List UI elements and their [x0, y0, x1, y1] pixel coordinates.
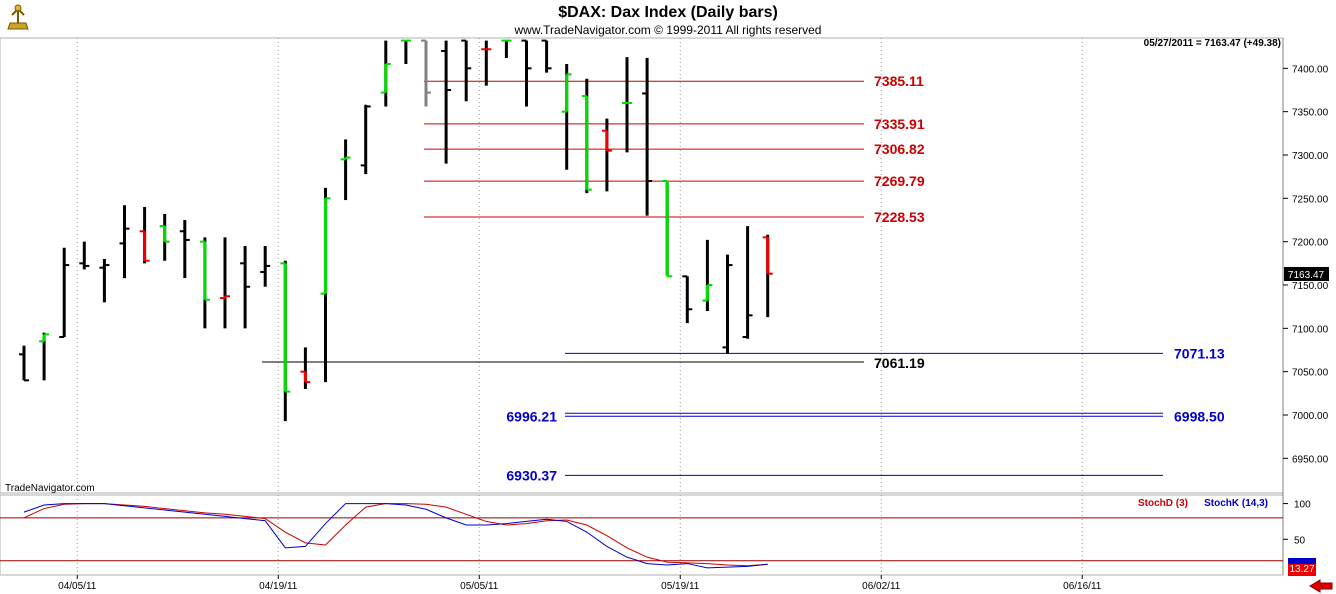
x-tick-label: 05/19/11 — [661, 581, 700, 592]
ohlc-bar — [380, 40, 391, 107]
stoch-panel — [0, 494, 1284, 576]
support-label-black: 7061.19 — [874, 355, 925, 371]
watermark: TradeNavigator.com — [5, 483, 95, 494]
resistance-label: 7306.82 — [874, 141, 925, 157]
ohlc-bar — [179, 220, 190, 279]
ohlc-bar — [59, 247, 70, 338]
ohlc-bar — [541, 39, 552, 73]
support-label-right: 6998.50 — [1174, 408, 1225, 424]
y-tick-label: 7300.00 — [1292, 151, 1329, 162]
stoch-tick-label: 50 — [1294, 535, 1306, 546]
ohlc-bar — [320, 187, 331, 383]
stoch-d-line — [23, 503, 768, 567]
last-quote: 05/27/2011 = 7163.47 (+49.38) — [1144, 38, 1281, 49]
ohlc-bar — [622, 57, 632, 153]
ohlc-bar — [260, 246, 271, 287]
y-tick-label: 7250.00 — [1292, 194, 1329, 205]
ohlc-bar — [220, 237, 230, 329]
ohlc-bar — [19, 345, 29, 382]
ohlc-bar — [280, 260, 291, 422]
trade-navigator-logo — [7, 4, 29, 30]
ohlc-bar — [79, 241, 90, 270]
copyright-text: www.TradeNavigator.com © 1999-2011 All r… — [514, 23, 822, 37]
ohlc-bar — [521, 39, 532, 107]
support-label-left: 6930.37 — [506, 467, 557, 483]
resistance-label: 7228.53 — [874, 209, 925, 225]
ohlc-bar — [139, 207, 150, 264]
ohlc-bar — [340, 139, 351, 201]
ohlc-bar — [581, 78, 592, 194]
ohlc-bar — [642, 57, 653, 216]
y-tick-label: 6950.00 — [1292, 454, 1329, 465]
y-tick-label: 7400.00 — [1292, 64, 1329, 75]
ohlc-bar — [702, 239, 713, 311]
ohlc-bar — [481, 40, 492, 86]
x-tick-label: 06/16/11 — [1063, 581, 1102, 592]
ohlc-bar — [300, 347, 311, 389]
y-tick-label: 7000.00 — [1292, 411, 1329, 422]
ohlc-bar — [441, 40, 452, 164]
resistance-label: 7269.79 — [874, 173, 925, 189]
y-tick-label: 7350.00 — [1292, 108, 1329, 119]
x-tick-label: 06/02/11 — [862, 581, 901, 592]
y-tick-label: 7100.00 — [1292, 324, 1329, 335]
ohlc-bar — [421, 39, 431, 107]
ohlc-bar — [742, 226, 753, 339]
y-tick-label: 7200.00 — [1292, 238, 1329, 249]
resistance-label: 7335.91 — [874, 116, 925, 132]
ohlc-bar — [601, 118, 612, 192]
ohlc-bar — [39, 332, 50, 381]
chart-title: $DAX: Dax Index (Daily bars) — [558, 4, 778, 21]
ohlc-bar — [240, 246, 251, 329]
stoch-tick-label: 100 — [1294, 500, 1311, 511]
svg-text:13.27: 13.27 — [1289, 564, 1314, 575]
support-label-left: 6996.21 — [506, 408, 557, 424]
resistance-label: 7385.11 — [874, 73, 924, 89]
ohlc-bar — [561, 64, 572, 170]
ohlc-bar — [199, 237, 210, 329]
ohlc-bar — [159, 213, 170, 261]
ohlc-bar — [501, 39, 512, 58]
support-label-right: 7071.13 — [1174, 345, 1225, 361]
svg-text:7163.47: 7163.47 — [1288, 270, 1325, 281]
ohlc-bar — [360, 104, 371, 175]
stoch-d-legend: StochD (3) — [1138, 498, 1188, 509]
stoch-value-badge: 13.27 — [1288, 558, 1316, 576]
y-tick-label: 7050.00 — [1292, 368, 1329, 379]
x-tick-label: 04/19/11 — [259, 581, 298, 592]
ohlc-bar — [682, 275, 693, 324]
price-panel — [0, 37, 1284, 494]
ohlc-bar — [99, 259, 110, 303]
y-tick-label: 7150.00 — [1292, 281, 1329, 292]
ohlc-bar — [662, 180, 673, 278]
stoch-k-legend: StochK (14,3) — [1204, 498, 1268, 509]
x-tick-label: 05/05/11 — [460, 581, 499, 592]
stoch-k-line — [23, 503, 768, 569]
x-tick-label: 04/05/11 — [58, 581, 97, 592]
ohlc-bar — [762, 234, 773, 318]
ohlc-bar — [400, 39, 411, 64]
ohlc-bar — [119, 205, 130, 279]
ohlc-bar — [722, 254, 733, 354]
price-badge: 7163.47 — [1284, 267, 1329, 281]
ohlc-bar — [461, 39, 472, 102]
scroll-left-arrow-icon[interactable] — [1309, 579, 1333, 593]
